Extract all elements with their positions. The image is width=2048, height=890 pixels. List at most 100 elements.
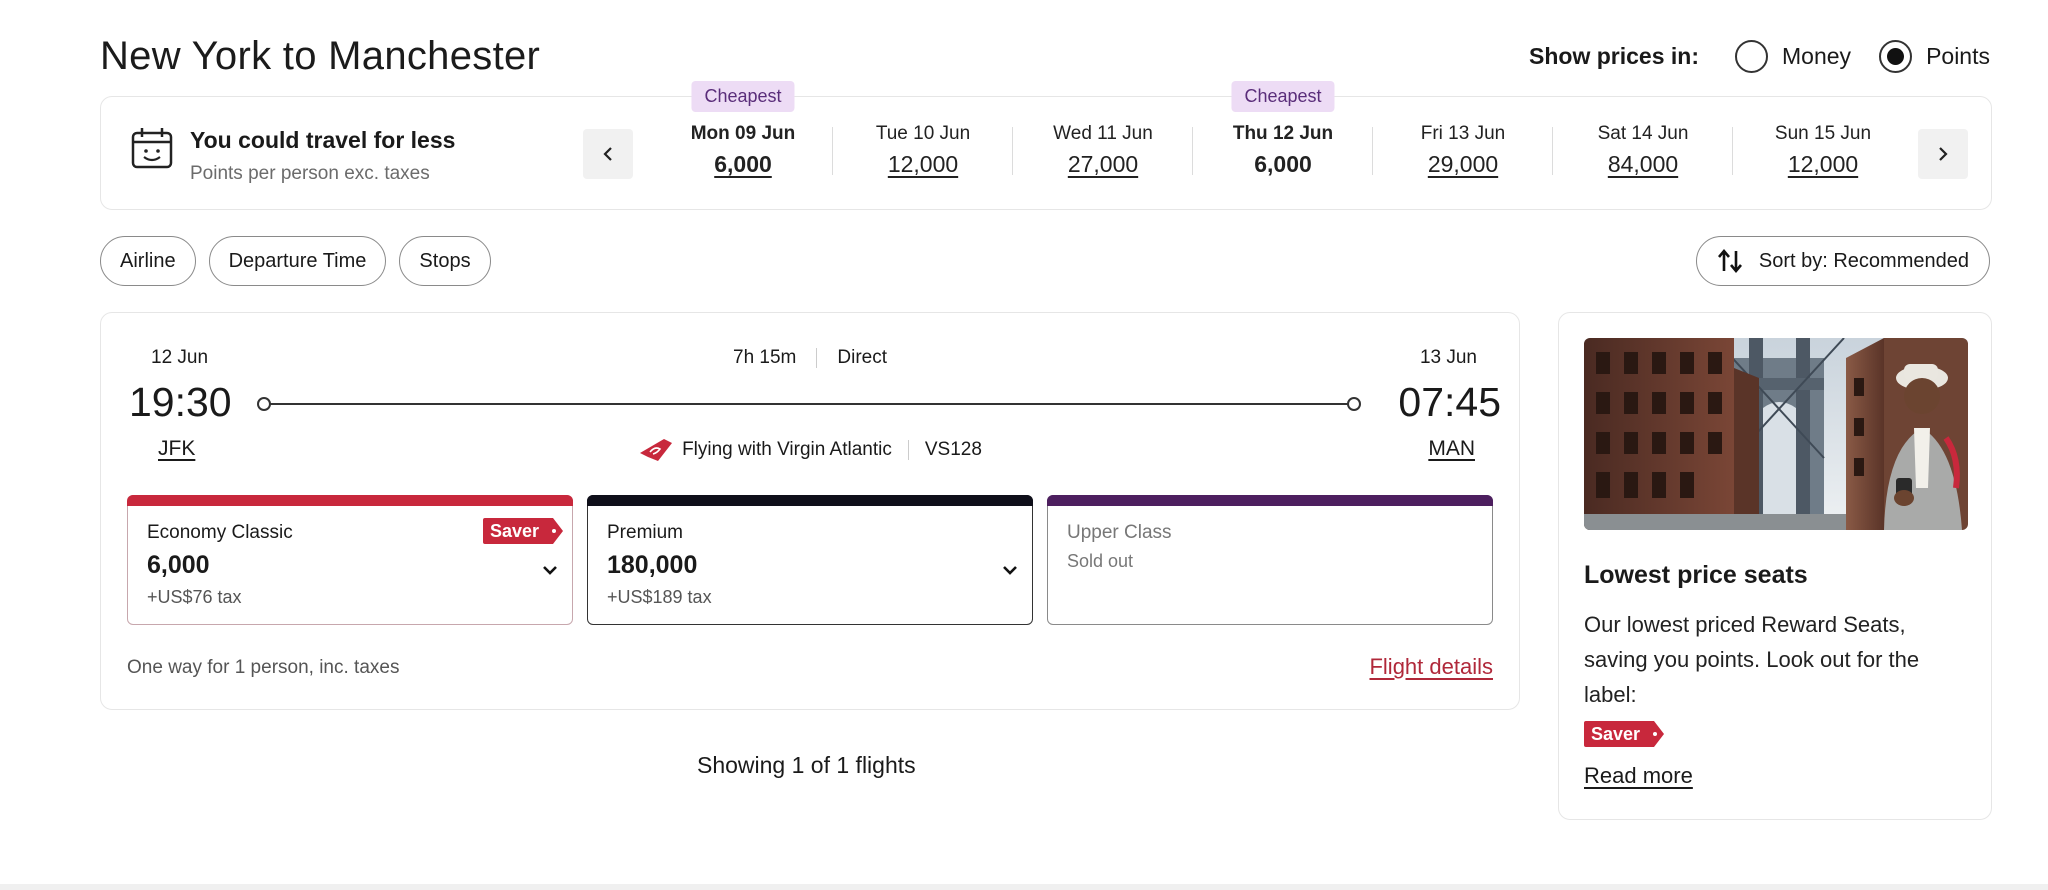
flight-number: VS128: [924, 439, 982, 460]
filter-chips: Airline Departure Time Stops: [100, 236, 504, 286]
date-cell-fri-13[interactable]: Fri 13 Jun 29,000: [1373, 97, 1553, 211]
departure-time: 19:30: [129, 379, 232, 425]
date-divider: [1192, 127, 1193, 175]
date-label: Sat 14 Jun: [1597, 123, 1689, 144]
radio-points-circle[interactable]: [1879, 40, 1913, 73]
prev-dates-button[interactable]: [583, 129, 633, 179]
date-divider: [1552, 127, 1553, 175]
chevron-down-icon[interactable]: [1002, 564, 1018, 576]
divider: [907, 440, 909, 460]
radio-points-label[interactable]: Points: [1926, 43, 1990, 69]
date-divider: [1732, 127, 1733, 175]
promo-title: Lowest price seats: [1584, 561, 1808, 589]
date-cell-tue-10[interactable]: Tue 10 Jun 12,000: [833, 97, 1013, 211]
promo-body: Our lowest priced Reward Seats, saving y…: [1584, 612, 1920, 707]
date-price[interactable]: 6,000: [714, 151, 772, 177]
price-toggle: Show prices in: Money Points: [1529, 40, 1990, 73]
flight-duration: 7h 15m: [733, 347, 797, 368]
saver-tag: Saver: [1584, 721, 1665, 747]
page-title: New York to Manchester: [100, 34, 541, 78]
date-label: Wed 11 Jun: [1053, 123, 1153, 144]
fare-sold-out: Sold out: [1067, 551, 1134, 571]
saver-tag-label: Saver: [489, 520, 539, 541]
calendar-icon: [131, 128, 173, 169]
fare-footnote: One way for 1 person, inc. taxes: [127, 657, 400, 678]
date-divider: [1012, 127, 1013, 175]
lowest-price-promo-card: Lowest price seats Our lowest priced Rew…: [1558, 312, 1992, 820]
duration-row: 7h 15m Direct: [101, 347, 1519, 369]
date-price[interactable]: 12,000: [1787, 151, 1859, 177]
read-more-link[interactable]: Read more: [1584, 763, 1693, 788]
chevron-left-icon: [603, 147, 612, 161]
virgin-atlantic-logo-icon: [640, 439, 673, 461]
date-label: Sun 15 Jun: [1774, 123, 1872, 144]
manhattan-bridge-photo-icon: [1584, 338, 1968, 530]
departure-airport-link[interactable]: JFK: [158, 437, 196, 460]
flight-stops: Direct: [837, 347, 887, 368]
radio-money[interactable]: Money: [1735, 40, 1851, 73]
chevron-right-icon: [1939, 147, 1948, 161]
date-cell-thu-12[interactable]: Cheapest Thu 12 Jun 6,000: [1193, 81, 1373, 211]
tag-hole: [1653, 732, 1658, 736]
fare-color-bar: [587, 495, 1033, 506]
fare-premium[interactable]: Premium 180,000 +US$189 tax: [587, 495, 1033, 625]
fare-points: 6,000: [147, 551, 210, 579]
date-price[interactable]: 29,000: [1427, 151, 1499, 177]
fare-name: Economy Classic: [147, 522, 293, 543]
fare-tax: +US$76 tax: [147, 587, 242, 607]
travel-less-text: You could travel for less Points per per…: [190, 127, 455, 185]
date-divider: [832, 127, 833, 175]
carrier-row: Flying with Virgin Atlantic VS128: [101, 437, 1519, 463]
divider: [816, 347, 818, 368]
next-dates-button[interactable]: [1918, 129, 1968, 179]
tag-hole: [552, 529, 556, 533]
travel-less-subline: Points per person exc. taxes: [190, 163, 430, 184]
fare-name: Premium: [607, 522, 684, 543]
sort-arrows-icon: [1717, 248, 1742, 274]
sort-button[interactable]: Sort by: Recommended: [1695, 236, 1990, 286]
departure-date: 12 Jun: [151, 347, 209, 368]
date-selector-bar: You could travel for less Points per per…: [100, 81, 1992, 211]
saver-tag: Saver: [482, 518, 564, 544]
page-footer-strip: [0, 884, 2048, 890]
fare-points: 180,000: [607, 551, 698, 579]
radio-money-circle[interactable]: [1735, 40, 1769, 73]
radio-money-label[interactable]: Money: [1782, 43, 1852, 69]
date-cell-mon-09[interactable]: Cheapest Mon 09 Jun 6,000: [653, 81, 833, 211]
date-price[interactable]: 12,000: [887, 151, 959, 177]
date-label: Thu 12 Jun: [1232, 123, 1334, 144]
saver-tag-label: Saver: [1591, 723, 1641, 744]
arrival-airport-link[interactable]: MAN: [1428, 437, 1475, 460]
filter-stops[interactable]: Stops: [399, 236, 491, 286]
fare-upper-class: Upper Class Sold out: [1047, 495, 1493, 625]
date-price[interactable]: 27,000: [1067, 151, 1139, 177]
arrival-date: 13 Jun: [1419, 347, 1477, 368]
fare-economy-classic[interactable]: Economy Classic Saver 6,000 +US$76 tax: [127, 495, 573, 625]
sort-label[interactable]: Sort by: Recommended: [1758, 249, 1969, 272]
date-cell-sun-15[interactable]: Sun 15 Jun 12,000: [1733, 97, 1913, 211]
price-toggle-label: Show prices in:: [1529, 43, 1700, 69]
promo-image: [1584, 338, 1968, 530]
flight-details-link[interactable]: Flight details: [1369, 654, 1493, 679]
date-cell-sat-14[interactable]: Sat 14 Jun 84,000: [1553, 97, 1733, 211]
date-price[interactable]: 84,000: [1607, 151, 1679, 177]
date-price[interactable]: 6,000: [1254, 151, 1312, 177]
cheapest-badge: Cheapest: [1231, 81, 1335, 112]
fare-tax: +US$189 tax: [607, 587, 712, 607]
filter-departure-time[interactable]: Departure Time: [208, 236, 387, 286]
flight-result-card: 12 Jun 13 Jun 7h 15m Direct 19:30 07:45 J…: [100, 312, 1520, 710]
date-label: Fri 13 Jun: [1420, 123, 1506, 144]
date-divider: [1372, 127, 1373, 175]
date-label: Mon 09 Jun: [690, 123, 796, 144]
results-count: Showing 1 of 1 flights: [697, 752, 916, 778]
cheapest-badge: Cheapest: [691, 81, 795, 112]
chevron-down-icon[interactable]: [542, 564, 558, 576]
arrival-time: 07:45: [1398, 379, 1501, 425]
filter-airline[interactable]: Airline: [100, 236, 196, 286]
fare-name: Upper Class: [1067, 522, 1172, 543]
flight-route-line: [257, 397, 1361, 411]
radio-points[interactable]: Points: [1879, 40, 1990, 73]
date-label: Tue 10 Jun: [875, 123, 971, 144]
date-cell-wed-11[interactable]: Wed 11 Jun 27,000: [1013, 97, 1193, 211]
fare-color-bar: [1047, 495, 1493, 506]
